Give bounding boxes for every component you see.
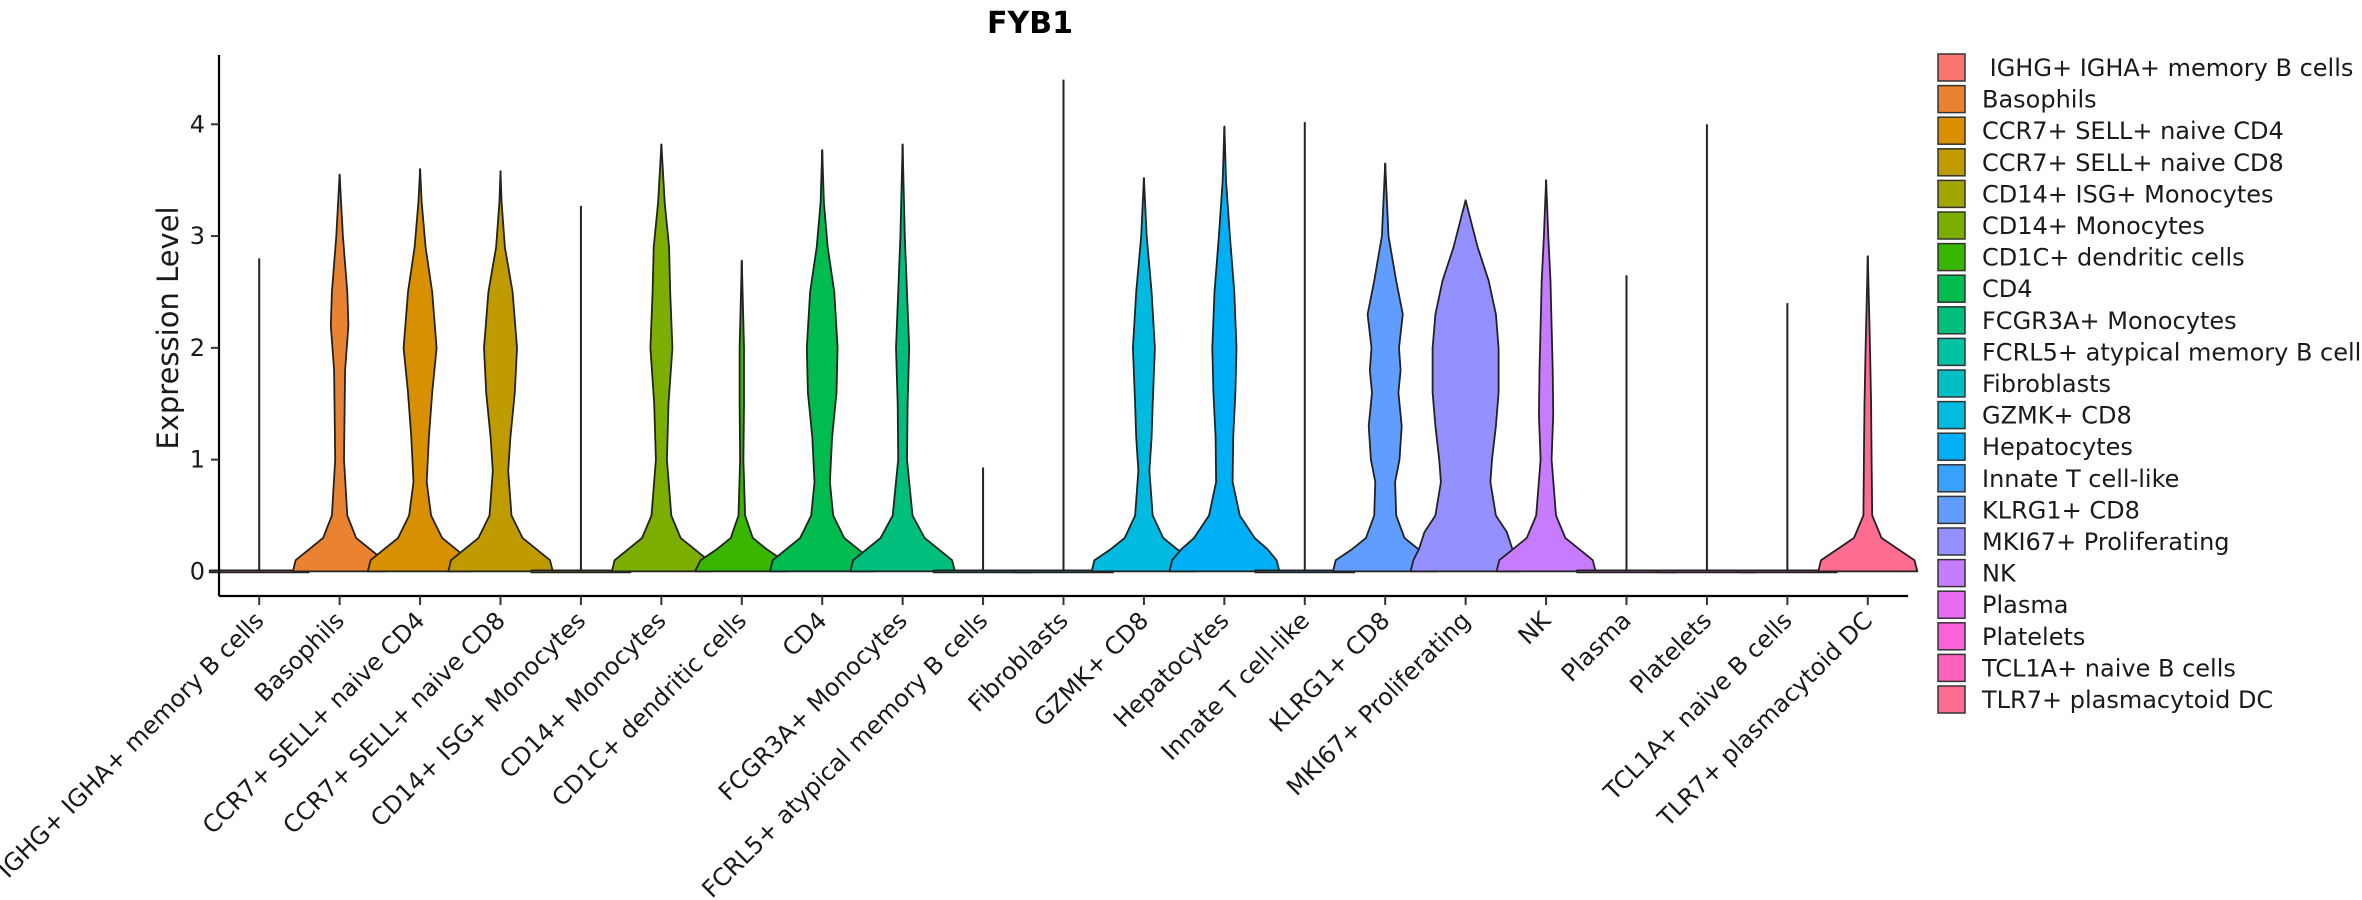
violin-4 [530,569,632,574]
violin-12 [1168,125,1281,573]
y-tick-label: 0 [190,557,205,585]
legend-swatch [1937,337,1966,367]
legend-label: NK [1982,560,2017,588]
x-tick-label: FCRL5+ atypical memory B cells [696,606,993,900]
legend-swatch [1937,432,1966,461]
legend-swatch [1937,527,1966,556]
legend-swatch [1937,179,1966,209]
legend-swatch [1937,211,1966,240]
legend-swatch [1937,242,1966,272]
legend-label: Plasma [1982,591,2068,619]
legend-label: CD14+ ISG+ Monocytes [1982,180,2274,208]
legend-label: KLRG1+ CD8 [1982,496,2140,524]
legend-swatch [1937,84,1966,114]
x-tick-label: Innate T cell-like [1156,606,1315,765]
y-ticks: 0 1 2 3 4 [190,110,219,585]
legend-swatch [1937,53,1966,82]
violin-7 [769,149,876,573]
y-tick-label: 4 [190,110,205,138]
y-tick-label: 1 [190,446,205,474]
violin-20 [1817,255,1919,573]
legend-label: TCL1A+ naive B cells [1981,654,2236,682]
legend-label: CD1C+ dendritic cells [1982,244,2245,272]
violin-8 [849,143,956,573]
x-ticks: IGHG+ IGHA+ memory B cellsBasophilsCCR7+… [0,596,1878,900]
chart-title: FYB1 [987,6,1073,41]
legend-label: CD14+ Monocytes [1982,212,2205,240]
legend-label: Hepatocytes [1982,433,2133,461]
legend-swatch [1937,685,1966,714]
legend-swatch [1937,400,1966,430]
legend-swatch [1937,116,1966,145]
legend-label: CD4 [1982,275,2033,303]
y-axis-label: Expression Level [151,206,185,449]
legend-label: IGHG+ IGHA+ memory B cells [1982,54,2353,82]
violin-2 [366,168,474,573]
violin-19 [1736,569,1838,574]
legend-swatch [1937,306,1966,335]
violin-5 [611,143,712,573]
legend-label: Innate T cell-like [1982,465,2179,493]
violins-layer [208,79,1919,574]
legend-label: TLR7+ plasmacytoid DC [1981,686,2273,714]
x-tick-label: NK [1513,606,1558,651]
legend-label: MKI67+ Proliferating [1982,528,2230,556]
violin-1 [292,173,388,573]
violin-6 [694,259,790,573]
legend-label: FCGR3A+ Monocytes [1982,307,2237,335]
legend-label: Fibroblasts [1982,370,2111,398]
violin-14 [1332,162,1439,573]
x-tick-label: CD4 [777,606,833,662]
legend-label: Basophils [1982,86,2097,114]
y-tick-label: 2 [190,334,205,362]
legend: IGHG+ IGHA+ memory B cells Basophils CCR7+… [1937,53,2362,714]
legend-swatch [1937,274,1966,303]
violin-15 [1409,199,1522,573]
x-tick-label: Plasma [1556,606,1637,687]
legend-label: Platelets [1982,623,2085,651]
violin-3 [447,170,554,573]
violin-10 [1013,569,1114,574]
legend-swatch [1937,590,1966,619]
violin-11 [1090,177,1198,573]
x-tick-label: IGHG+ IGHA+ memory B cells [0,606,269,883]
legend-label: FCRL5+ atypical memory B cells [1982,338,2362,366]
legend-label: CCR7+ SELL+ naive CD4 [1982,117,2284,145]
legend-swatch [1937,558,1966,588]
legend-swatch [1937,148,1966,177]
legend-swatch [1937,369,1966,398]
violin-13 [1254,569,1356,574]
legend-label: CCR7+ SELL+ naive CD8 [1982,149,2284,177]
legend-swatch [1937,653,1966,683]
legend-swatch [1937,495,1966,525]
y-tick-label: 3 [190,222,205,250]
violin-0 [208,569,310,574]
legend-swatch [1937,464,1966,493]
violin-16 [1495,179,1597,573]
legend-label: GZMK+ CD8 [1982,402,2132,430]
legend-swatch [1937,622,1966,651]
